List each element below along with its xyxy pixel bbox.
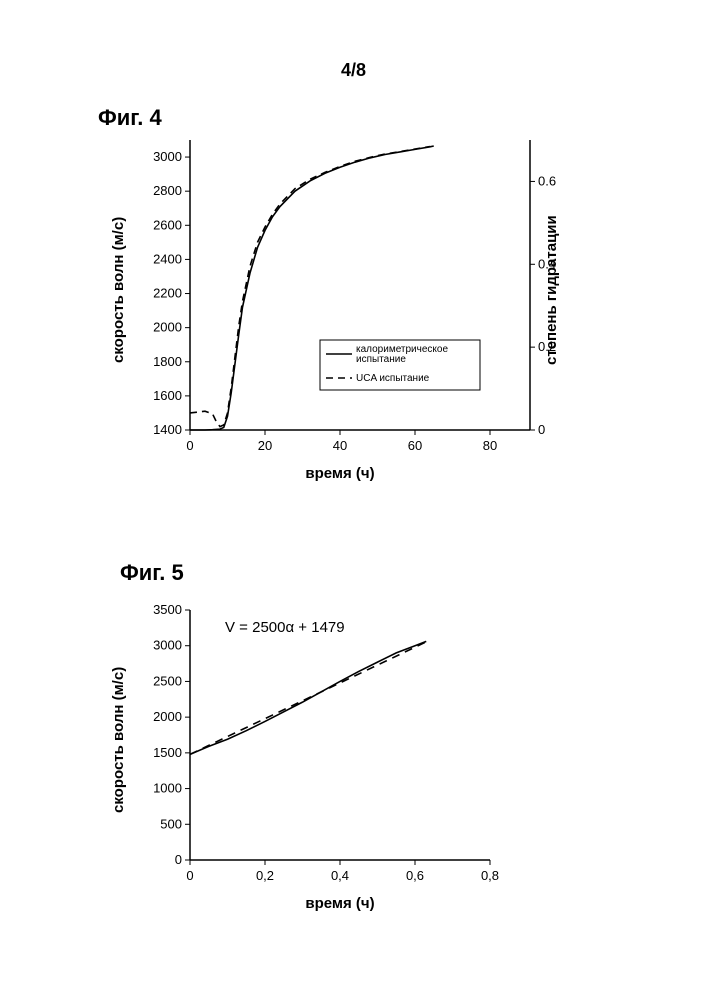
svg-text:2000: 2000 — [153, 320, 182, 335]
svg-text:0,2: 0,2 — [256, 868, 274, 883]
svg-text:3000: 3000 — [153, 149, 182, 164]
svg-text:2200: 2200 — [153, 286, 182, 301]
svg-text:80: 80 — [483, 438, 497, 453]
figure-4-label: Фиг. 4 — [98, 105, 162, 131]
svg-text:60: 60 — [408, 438, 422, 453]
fig5-x-label: время (ч) — [190, 895, 490, 912]
svg-text:0.6: 0.6 — [538, 173, 556, 188]
svg-text:2500: 2500 — [153, 673, 182, 688]
svg-text:0: 0 — [175, 852, 182, 867]
svg-text:1600: 1600 — [153, 388, 182, 403]
svg-text:2800: 2800 — [153, 183, 182, 198]
svg-text:UCA испытание: UCA испытание — [356, 373, 430, 384]
svg-text:0: 0 — [538, 422, 545, 437]
fig4-yleft-label: скорость волн (м/с) — [110, 190, 127, 390]
figure-5-svg: 0 500 1000 1500 2000 2500 3000 3500 0 0,2 0,4 0,6 0,… — [130, 600, 560, 930]
svg-text:0: 0 — [186, 438, 193, 453]
svg-text:0: 0 — [186, 868, 193, 883]
svg-text:0,6: 0,6 — [406, 868, 424, 883]
svg-text:2600: 2600 — [153, 217, 182, 232]
svg-text:V = 2500α + 1479: V = 2500α + 1479 — [225, 619, 345, 636]
svg-text:3500: 3500 — [153, 602, 182, 617]
fig5-y-label: скорость волн (м/с) — [110, 640, 127, 840]
figure-4-svg: 1400 1600 1800 2000 2200 2400 2600 2800 3000 0 20 4… — [130, 130, 560, 500]
svg-text:2000: 2000 — [153, 709, 182, 724]
figure-4-chart: 1400 1600 1800 2000 2200 2400 2600 2800 3000 0 20 4… — [130, 130, 560, 500]
svg-text:1400: 1400 — [153, 422, 182, 437]
svg-text:2400: 2400 — [153, 251, 182, 266]
svg-text:1000: 1000 — [153, 781, 182, 796]
fig4-yright-label: степень гидратации — [543, 190, 560, 390]
figure-5-chart: 0 500 1000 1500 2000 2500 3000 3500 0 0,2 0,4 0,6 0,… — [130, 600, 560, 930]
svg-text:испытание: испытание — [356, 354, 406, 365]
fig4-x-label: время (ч) — [190, 465, 490, 482]
svg-text:500: 500 — [160, 816, 182, 831]
svg-text:3000: 3000 — [153, 638, 182, 653]
svg-text:1500: 1500 — [153, 745, 182, 760]
page: 4/8 Фиг. 4 14001600180020002200240026002… — [0, 0, 707, 1000]
svg-text:1800: 1800 — [153, 354, 182, 369]
svg-text:0,8: 0,8 — [481, 868, 499, 883]
page-number: 4/8 — [0, 60, 707, 81]
svg-text:0,4: 0,4 — [331, 868, 349, 883]
svg-text:20: 20 — [258, 438, 272, 453]
figure-5-label: Фиг. 5 — [120, 560, 184, 586]
svg-text:40: 40 — [333, 438, 347, 453]
